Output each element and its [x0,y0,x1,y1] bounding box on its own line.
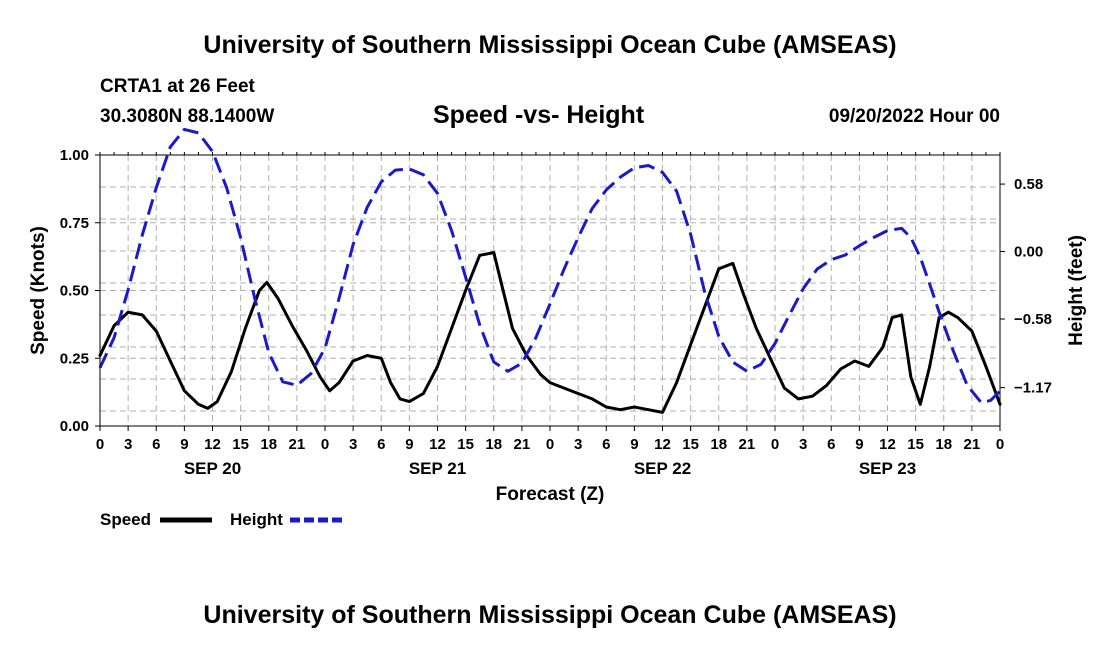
x-tick-label: 6 [827,436,835,453]
x-tick-label: 21 [289,436,306,453]
x-tick-label: 3 [349,436,357,453]
y-tick-label: 1.00 [60,147,89,164]
x-date-label: SEP 23 [859,459,916,478]
x-tick-label: 9 [855,436,863,453]
x-tick-label: 21 [514,436,531,453]
x-tick-label: 0 [771,436,779,453]
footer-title: University of Southern Mississippi Ocean… [203,601,897,629]
y-axis-left: 0.00 0.25 0.50 0.75 1.00 [60,147,100,435]
series-line-speed [98,251,1002,414]
x-tick-label: 18 [260,436,277,453]
x-tick-label: 0 [321,436,329,453]
y2-tick-label: −1.17 [1014,380,1052,397]
x-tick-label: 6 [602,436,610,453]
x-tick-label: 6 [152,436,160,453]
y-tick-label: 0.75 [60,215,89,232]
x-tick-label: 0 [996,436,1004,453]
x-tick-label: 3 [124,436,132,453]
x-tick-label: 6 [377,436,385,453]
y-tick-label: 0.50 [60,283,89,300]
x-tick-label: 9 [180,436,188,453]
x-tick-label: 18 [710,436,727,453]
x-tick-label: 12 [204,436,221,453]
plot-frame-top-dashes [99,152,1001,155]
chart-legend: Speed Height [100,510,342,529]
y2-tick-label: −0.58 [1014,311,1052,328]
x-tick-label: 15 [457,436,474,453]
legend-speed-label: Speed [100,510,151,529]
y-axis-label-right: Height (feet) [1066,235,1087,346]
y-axis-label-left: Speed (Knots) [28,226,49,355]
x-tick-label: 18 [935,436,952,453]
x-tick-label: 9 [405,436,413,453]
station-label: CRTA1 at 26 Feet [100,76,255,97]
x-date-label: SEP 20 [184,459,241,478]
x-date-label: SEP 21 [409,459,466,478]
x-tick-label: 15 [232,436,249,453]
x-tick-label: 12 [429,436,446,453]
x-tick-label: 12 [654,436,671,453]
y2-tick-label: 0.00 [1014,244,1043,261]
chart-series [98,127,1002,414]
series-line-height [98,127,1002,405]
y-tick-label: 0.00 [60,418,89,435]
x-tick-label: 21 [964,436,981,453]
y-tick-label: 0.25 [60,350,89,367]
x-tick-label: 12 [879,436,896,453]
x-axis: 0 3 6 9 12 15 18 21 0 3 6 9 12 15 18 21 0 3 6 9 12 15 18 21 0 3 6 9… [96,426,1004,478]
x-tick-label: 0 [96,436,104,453]
x-tick-label: 15 [682,436,699,453]
x-date-label: SEP 22 [634,459,691,478]
chart-title: University of Southern Mississippi Ocean… [203,31,897,59]
x-tick-label: 21 [739,436,756,453]
x-tick-label: 3 [574,436,582,453]
x-tick-label: 3 [799,436,807,453]
forecast-date: 09/20/2022 Hour 00 [828,106,1000,127]
chart-subtitle: Speed -vs- Height [433,101,645,129]
y-axis-right: 0.58 0.00 −0.58 −1.17 [1000,176,1052,397]
x-tick-label: 9 [630,436,638,453]
x-tick-label: 18 [485,436,502,453]
chart-grid [100,155,1000,426]
x-tick-label: 15 [907,436,924,453]
y2-tick-label: 0.58 [1014,176,1043,193]
legend-height-label: Height [230,510,283,529]
x-axis-label: Forecast (Z) [496,484,605,505]
station-coordinates: 30.3080N 88.1400W [100,106,275,127]
x-tick-label: 0 [546,436,554,453]
